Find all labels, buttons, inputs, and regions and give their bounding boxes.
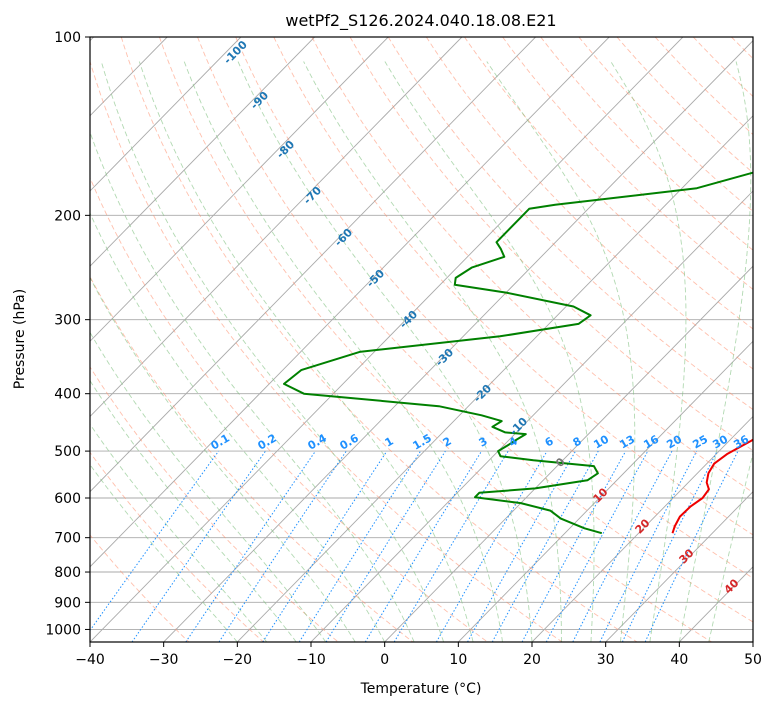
- dry-adiabat-line: [197, 37, 753, 623]
- y-tick-label: 300: [54, 313, 81, 329]
- dry-adiabat-line: [464, 37, 753, 330]
- y-tick-label: 1000: [45, 622, 81, 638]
- dry-adiabat-line: [502, 37, 753, 290]
- x-axis-title: Temperature (°C): [360, 681, 482, 697]
- moist-adiabat-line: [138, 61, 474, 642]
- plot-background: [90, 37, 753, 642]
- moist-adiabat-line: [100, 61, 445, 642]
- isotherm-line: [163, 40, 753, 642]
- dry-adiabat-line: [387, 37, 753, 411]
- dry-adiabat-line: [90, 366, 339, 642]
- y-axis-ticks: 100 200 300 400 500 600 700 800 900 1000: [45, 30, 90, 638]
- moist-adiabat-line: [384, 61, 595, 642]
- x-tick-label: 40: [670, 652, 688, 668]
- mixing-ratio-line: [644, 450, 739, 642]
- moist-adiabat-line: [708, 451, 753, 642]
- moist-adiabat-line: [610, 61, 687, 642]
- mixing-ratio-line: [218, 450, 347, 642]
- isotherm-line: [752, 641, 753, 642]
- y-tick-label: 700: [54, 531, 81, 547]
- moist-adiabat-line: [90, 130, 415, 642]
- dry-adiabat-line: [158, 37, 712, 642]
- x-tick-label: 30: [597, 652, 615, 668]
- mixing-ratio-line: [90, 450, 220, 632]
- isotherm-line: [236, 115, 753, 642]
- mixing-ratio-line: [572, 450, 673, 642]
- y-tick-label: 500: [54, 444, 81, 460]
- moist-adiabat-line: [90, 331, 327, 642]
- isotherm-line: [90, 37, 389, 342]
- mixing-ratio-line: [185, 450, 316, 642]
- isotherm-line: [90, 37, 315, 267]
- mixing-ratio-line: [298, 450, 422, 642]
- dry-adiabat-line: [235, 37, 753, 579]
- dry-adiabat-line: [616, 37, 753, 174]
- mixing-ratio-line: [491, 450, 599, 642]
- background-lines: [90, 37, 775, 642]
- x-tick-label: −10: [296, 652, 326, 668]
- dry-adiabat-line: [770, 37, 775, 642]
- isotherm-line: [90, 37, 684, 642]
- data-lines: [283, 171, 753, 535]
- dry-adiabat-line: [349, 37, 753, 452]
- isotherm-line: [531, 415, 753, 642]
- y-tick-label: 100: [54, 30, 81, 46]
- isotherm-line: [90, 37, 536, 493]
- moist-adiabat-line: [183, 61, 503, 642]
- x-tick-label: 10: [449, 652, 467, 668]
- mixing-ratio-line: [599, 450, 698, 642]
- dry-adiabat-line: [90, 451, 264, 642]
- moist-adiabat-line: [237, 61, 533, 642]
- mixing-ratio-line: [521, 450, 627, 642]
- y-tick-label: 900: [54, 595, 81, 611]
- mixing-ratio-line: [325, 450, 446, 642]
- mixing-ratio-line: [545, 450, 649, 642]
- moist-adiabat-line: [303, 61, 562, 642]
- x-tick-label: 20: [523, 652, 541, 668]
- plot-frame: [89, 36, 754, 643]
- y-tick-label: 800: [54, 565, 81, 581]
- y-tick-label: 200: [54, 208, 81, 224]
- x-tick-label: −30: [149, 652, 179, 668]
- mixing-ratio-line: [364, 450, 483, 642]
- mixing-ratio-line: [393, 450, 509, 642]
- isotherm-line: [90, 37, 242, 192]
- mixing-ratio-line: [262, 450, 388, 642]
- dry-adiabat-line: [90, 534, 190, 642]
- chart-title: wetPf2_S126.2024.040.18.08.E21: [285, 11, 556, 31]
- isotherm-line: [90, 37, 610, 568]
- isotherm-line: [457, 340, 753, 642]
- isotherm-line: [90, 37, 463, 418]
- x-tick-label: −20: [223, 652, 253, 668]
- dry-adiabat-line: [578, 37, 753, 212]
- isotherm-line: [310, 190, 753, 642]
- x-tick-label: 50: [744, 652, 762, 668]
- x-tick-label: 0: [380, 652, 389, 668]
- mixing-ratio-line: [131, 450, 266, 642]
- dewpoint-line: [283, 171, 753, 535]
- isotherm-line: [605, 491, 753, 642]
- y-axis-title: Pressure (hPa): [12, 289, 28, 389]
- mixing-ratio-line: [467, 450, 577, 642]
- moist-adiabat-line: [90, 276, 356, 642]
- x-tick-label: −40: [75, 652, 105, 668]
- dry-adiabat-line: [90, 59, 563, 642]
- moist-adiabat-line: [486, 61, 636, 642]
- y-tick-label: 600: [54, 491, 81, 507]
- dry-adiabat-line: [273, 37, 753, 536]
- dry-adiabat-line: [425, 37, 753, 370]
- x-axis-ticks: −40 −30 −20 −10 0 10 20 30 40 50: [75, 642, 762, 668]
- moist-adiabat-line: [90, 211, 386, 642]
- y-tick-label: 400: [54, 387, 81, 403]
- isotherm-line: [384, 265, 753, 642]
- temperature-line: [671, 438, 753, 534]
- dry-adiabat-line: [120, 37, 638, 642]
